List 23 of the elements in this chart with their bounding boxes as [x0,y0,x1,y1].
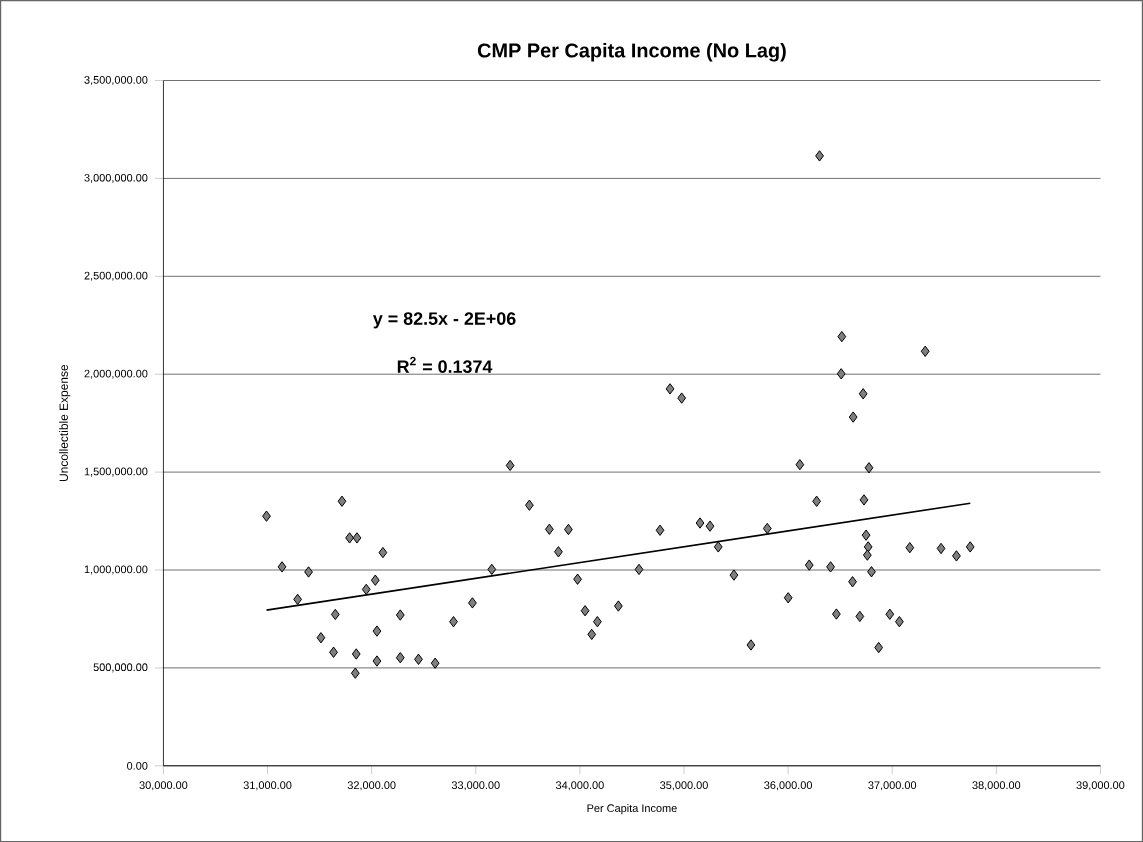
y-tick-label: 2,500,000.00 [84,271,148,281]
y-tick-label: 2,000,000.00 [84,369,148,379]
x-tick-label: 39,000.00 [1076,781,1125,791]
y-axis-title: Uncollectible Expense [59,364,71,481]
x-axis-title: Per Capita Income [587,803,677,815]
x-tick-label: 34,000.00 [555,781,604,791]
x-tick-label: 32,000.00 [347,781,396,791]
annotation: R$^{2}$ = 0.1374 [397,356,493,373]
x-tick-label: 30,000.00 [139,781,188,791]
y-tick-label: 3,000,000.00 [84,173,148,183]
x-tick-label: 35,000.00 [660,781,708,791]
annotation: y = 82.5x - 2E+06 [372,312,516,329]
chart-title: CMP Per Capita Income (No Lag) [477,42,786,62]
y-tick-label: 0.00 [127,761,148,770]
y-tick-label: 500,000.00 [93,663,148,673]
x-tick-label: 31,000.00 [243,781,292,791]
x-tick-label: 37,000.00 [868,781,917,791]
x-tick-label: 38,000.00 [972,781,1021,791]
x-tick-label: 36,000.00 [764,781,813,791]
y-tick-label: 3,500,000.00 [84,75,148,85]
y-tick-label: 1,500,000.00 [84,467,148,477]
x-tick-label: 33,000.00 [451,781,500,791]
y-tick-label: 1,000,000.00 [84,565,148,575]
